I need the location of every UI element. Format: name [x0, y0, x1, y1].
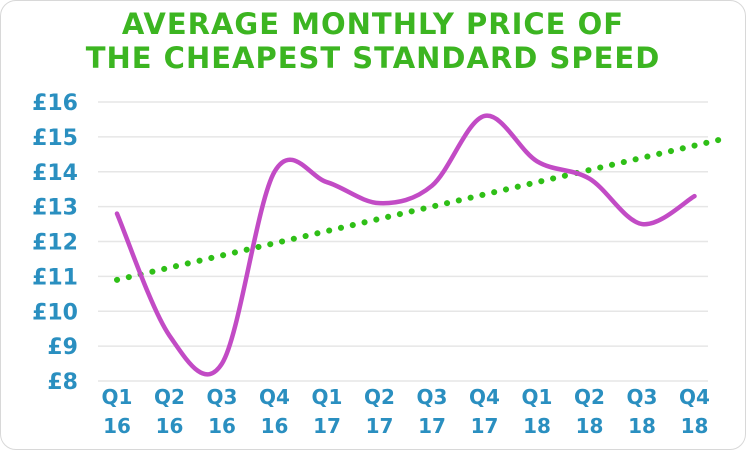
trend-dotted-line [114, 136, 724, 283]
x-tick-label-quarter: Q1 [312, 385, 343, 409]
y-axis-tick-labels: £8 £9 £10 £11 £12 £13 £14 £15 £16 [32, 91, 78, 395]
x-tick-label-year: 18 [523, 414, 551, 438]
x-tick-label-year: 18 [576, 414, 604, 438]
x-tick-label-year: 17 [471, 414, 499, 438]
chart-title-line-2: THE CHEAPEST STANDARD SPEED [85, 41, 661, 75]
y-tick-label: £16 [32, 91, 78, 116]
x-tick-label-year: 16 [156, 414, 184, 438]
x-tick-label-quarter: Q2 [364, 385, 395, 409]
y-tick-label: £10 [32, 300, 78, 325]
x-tick-label-quarter: Q3 [417, 385, 448, 409]
x-tick-label-quarter: Q2 [574, 385, 605, 409]
x-tick-label-quarter: Q3 [207, 385, 238, 409]
x-tick-label-year: 18 [681, 414, 709, 438]
y-tick-label: £15 [32, 126, 78, 151]
x-tick-label-year: 17 [366, 414, 394, 438]
y-tick-label: £8 [47, 370, 78, 395]
y-tick-label: £9 [47, 335, 78, 360]
x-tick-label-year: 16 [103, 414, 131, 438]
x-tick-label-year: 17 [418, 414, 446, 438]
x-tick-label-year: 16 [261, 414, 289, 438]
x-tick-label-year: 16 [208, 414, 236, 438]
price-series [114, 113, 697, 377]
grid-lines [98, 101, 708, 382]
x-tick-label-quarter: Q4 [469, 385, 500, 409]
y-tick-label: £11 [32, 265, 78, 290]
x-tick-label-quarter: Q2 [154, 385, 185, 409]
y-tick-label: £14 [32, 161, 78, 186]
x-tick-label-quarter: Q1 [102, 385, 133, 409]
x-tick-label-year: 17 [313, 414, 341, 438]
x-tick-label-quarter: Q3 [627, 385, 658, 409]
y-tick-label: £13 [32, 196, 78, 221]
x-tick-label-quarter: Q4 [259, 385, 290, 409]
x-tick-label-year: 18 [628, 414, 656, 438]
x-tick-label-quarter: Q1 [522, 385, 553, 409]
x-axis-tick-labels: Q1 16 Q2 16 Q3 16 Q4 16 Q1 17 Q2 17 Q3 17 Q4 17 Q1 18 Q2 18… [102, 385, 710, 438]
y-tick-label: £12 [32, 231, 78, 256]
chart-title-line-1: AVERAGE MONTHLY PRICE OF [121, 7, 625, 41]
trend-line [114, 136, 724, 283]
x-tick-label-quarter: Q4 [679, 385, 710, 409]
price-series-line [114, 113, 697, 377]
